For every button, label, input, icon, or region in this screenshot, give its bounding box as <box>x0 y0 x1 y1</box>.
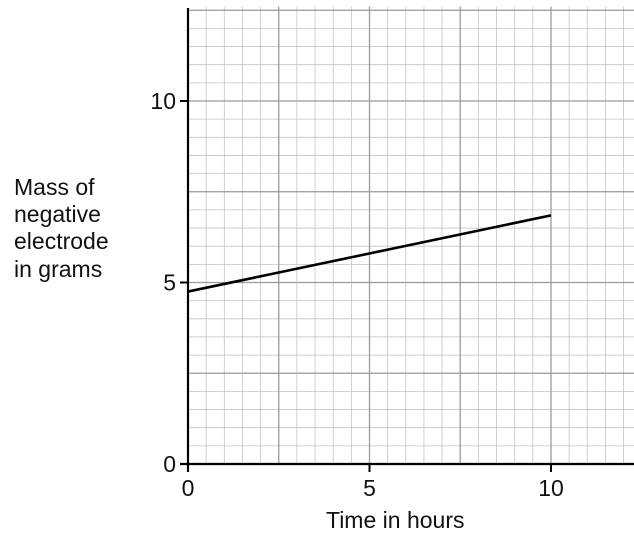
y-axis-label-line: negative <box>14 201 101 227</box>
y-axis-label-line: in grams <box>14 256 103 282</box>
x-tick-label: 5 <box>363 475 376 501</box>
x-tick-label: 10 <box>538 475 564 501</box>
axes <box>180 8 634 472</box>
x-axis-label: Time in hours <box>326 507 465 533</box>
tick-labels: 0 5 10 0 5 10 <box>150 88 563 501</box>
y-tick-label: 5 <box>163 270 176 296</box>
y-axis-label-line: Mass of <box>14 174 95 200</box>
data-series <box>187 214 552 293</box>
major-gridlines <box>188 6 634 464</box>
x-tick-label: 0 <box>182 475 195 501</box>
y-tick-label: 0 <box>163 451 176 477</box>
minor-gridlines <box>188 6 634 464</box>
y-tick-label: 10 <box>150 88 176 114</box>
y-axis-label-line: electrode <box>14 228 109 254</box>
series-line <box>187 214 552 293</box>
